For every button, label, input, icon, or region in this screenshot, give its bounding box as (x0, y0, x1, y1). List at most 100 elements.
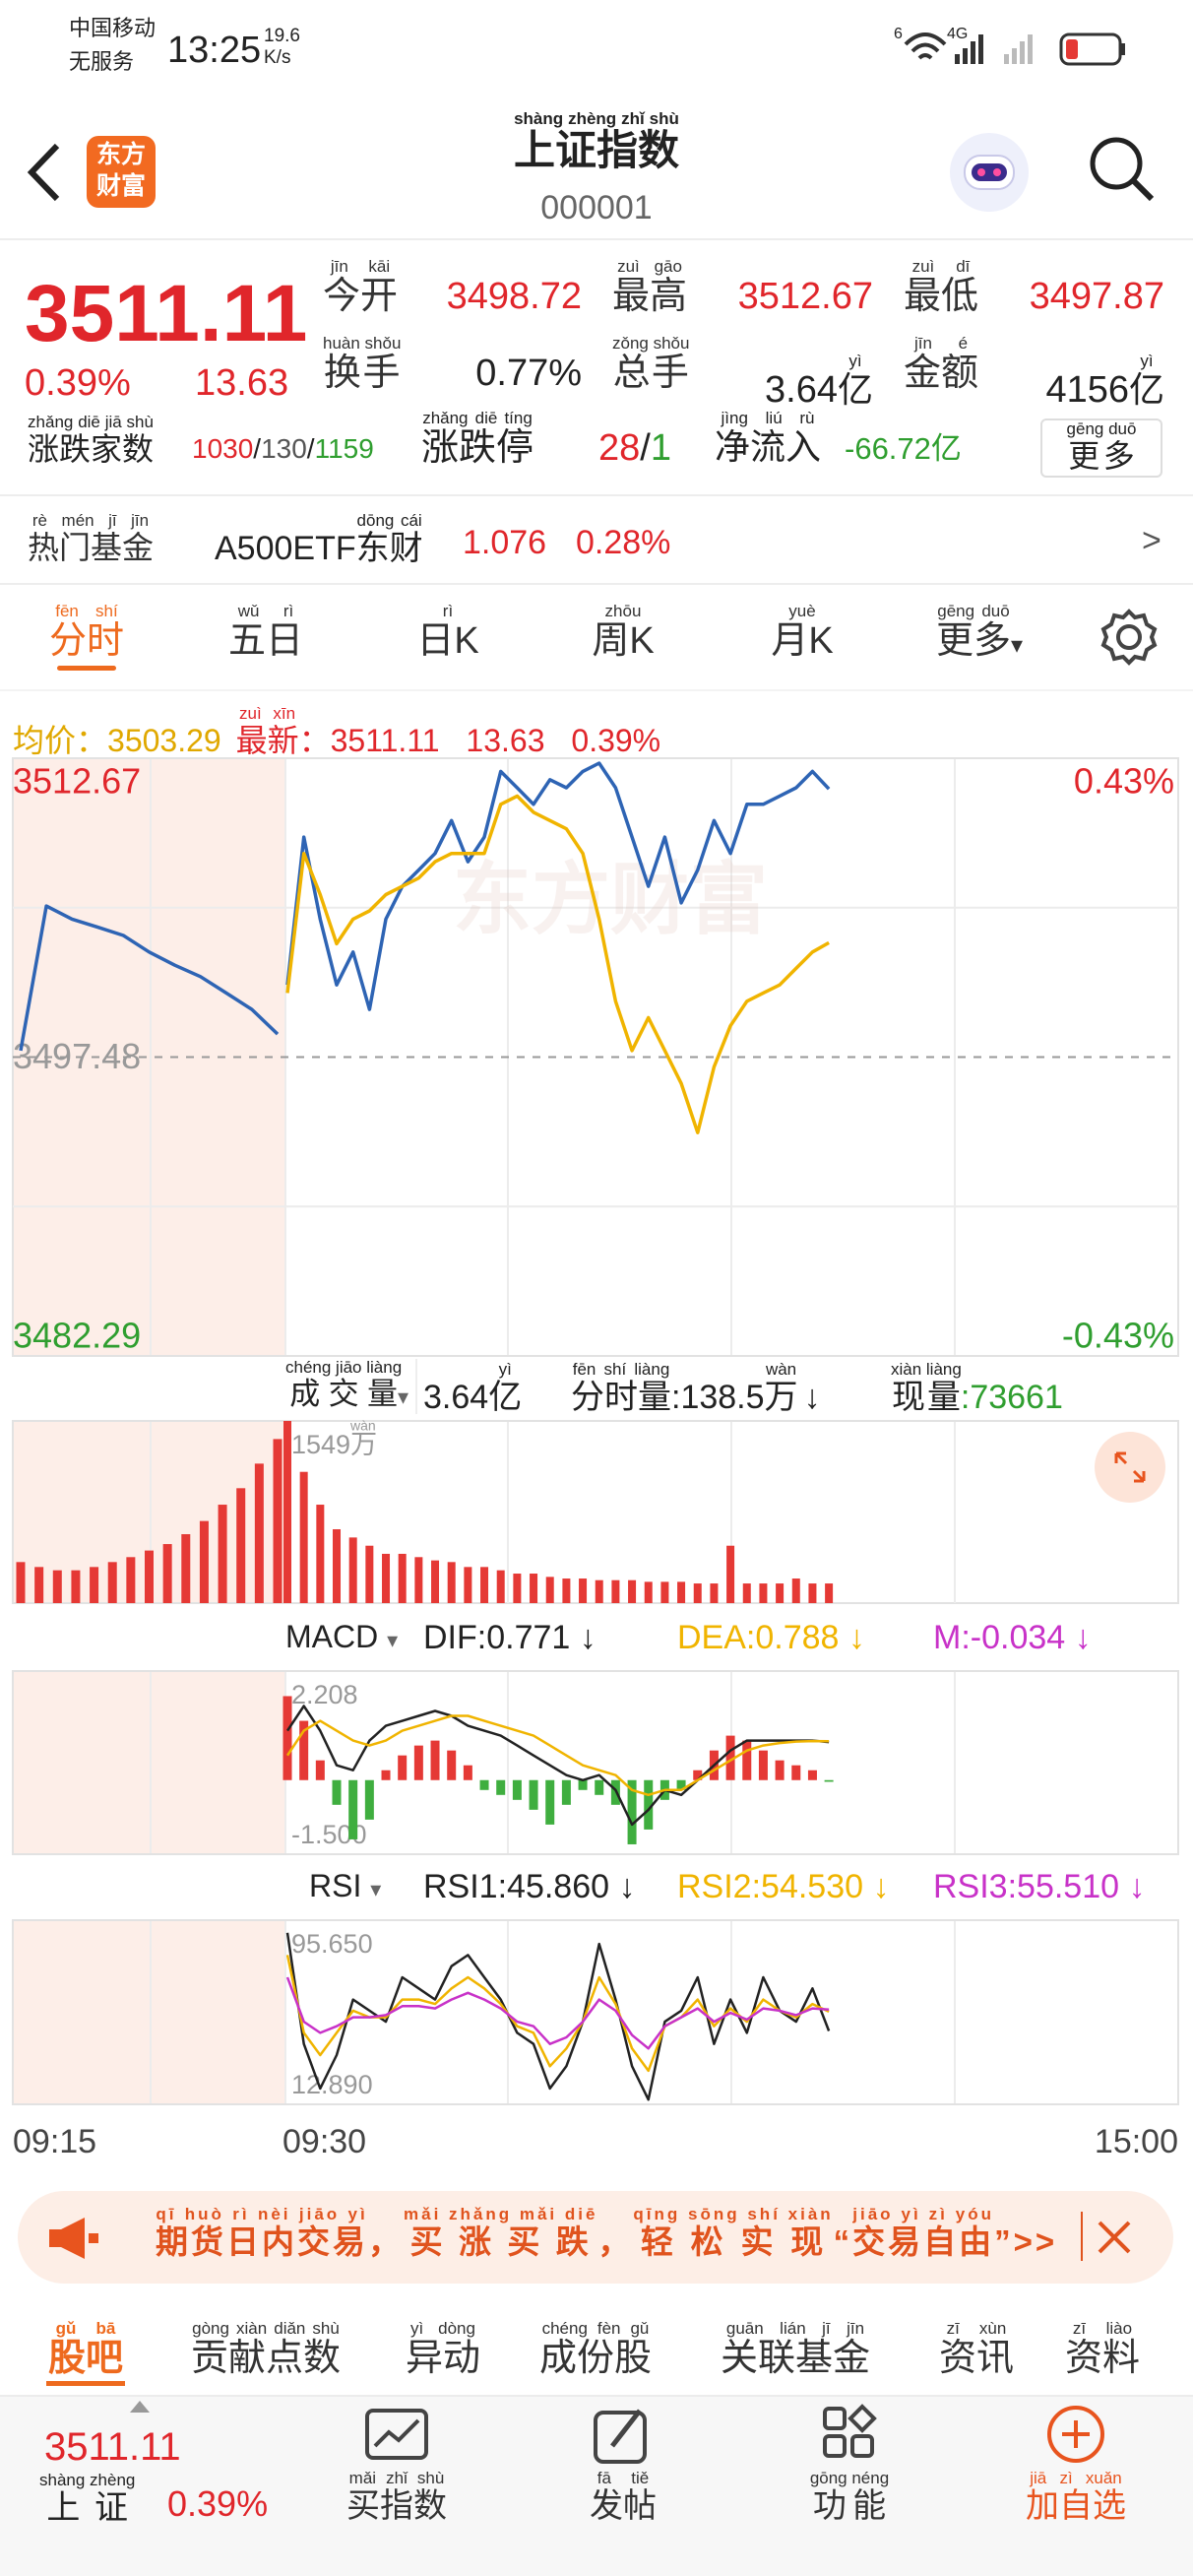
ruby: 东财dōng cái (356, 512, 423, 567)
field-value: 3497.87 (1030, 276, 1164, 319)
pinyin: qī huò rì nèi jiāo yì (156, 2205, 368, 2223)
pinyin: gōng néng (809, 2469, 890, 2487)
action[interactable]: 发帖fā tiě (525, 2470, 722, 2526)
ruby: 资料zī liào (1065, 2320, 1140, 2379)
banner-segment: ” (994, 2223, 1014, 2260)
bar (52, 1570, 62, 1603)
divider (0, 689, 1193, 691)
bottom-tab-underline (46, 2381, 125, 2386)
pinyin: fēn shí (48, 602, 124, 620)
banner-text[interactable]: 期货日内交易qī huò rì nèi jiāo yì，买涨买跌mǎi zhǎn… (156, 2206, 1057, 2261)
y-tick-label: 2.208 (291, 1680, 358, 1709)
macd-selector[interactable]: MACD ▾ (285, 1619, 415, 1655)
bar (562, 1578, 571, 1603)
back-button[interactable] (20, 138, 69, 207)
change: 13.63 (195, 362, 289, 404)
current-volume: 现量xiàn liàng:73661 (891, 1361, 1063, 1417)
bar (529, 1779, 538, 1810)
ruby: 热门基金rè mén jī jīn (28, 512, 154, 565)
base-text: “ (833, 2223, 853, 2260)
pinyin: yì (488, 1360, 523, 1379)
bar (530, 1574, 538, 1603)
bar (496, 1779, 506, 1795)
tab[interactable]: 月Kyuè (714, 603, 891, 664)
bottom-tab[interactable]: 关联基金guān lián jī jīn (687, 2320, 904, 2381)
unit: 亿yì (488, 1361, 522, 1416)
bottom-tab[interactable]: 贡献点数gòng xiàn diǎn shù (157, 2320, 374, 2381)
close-button[interactable] (1095, 2218, 1134, 2257)
tab[interactable]: 分时fēn shí (0, 603, 175, 664)
ruby: 五日wǔ rì (228, 603, 303, 662)
y-tick-label: 3512.67 (13, 761, 141, 802)
bottom-tab[interactable]: 股吧gǔ bā (0, 2320, 194, 2381)
logo[interactable]: 东方 财富 (87, 136, 156, 208)
base-text: 换手 (323, 353, 402, 394)
pinyin: qīng sōng shí xiàn (633, 2205, 834, 2223)
bar (561, 1779, 571, 1805)
y2-tick-label: -0.43% (1062, 1316, 1174, 1356)
bar (791, 1578, 800, 1603)
logo-line: 财富 (95, 172, 146, 200)
action[interactable]: 加自选jiā zì xuǎn (977, 2470, 1174, 2526)
bottom-tab[interactable]: 资讯zī xùn (868, 2320, 1085, 2381)
pinyin: zī liào (1064, 2319, 1140, 2338)
volume-selector[interactable]: 成交量chéng jiāo liàng▾ (285, 1359, 417, 1414)
expand-button[interactable] (1095, 1432, 1165, 1503)
base-text: 上证 (39, 2489, 136, 2527)
bar (742, 1583, 751, 1603)
promo-banner[interactable] (18, 2191, 1173, 2284)
bar (316, 1505, 325, 1603)
flat-count: 130 (261, 433, 307, 464)
bar (348, 1537, 357, 1603)
tab[interactable]: 周Kzhōu (534, 603, 712, 664)
assistant-icon[interactable] (945, 128, 1034, 217)
bottom-tab[interactable]: 异动yì dòng (335, 2320, 551, 2381)
unit: 万wàn (764, 1361, 798, 1416)
pinyin: guān lián jī jīn (720, 2319, 870, 2338)
tab[interactable]: 五日wǔ rì (177, 603, 354, 664)
pinyin: jìng liú rù (715, 409, 822, 427)
ruby: 最高zuì gāo (612, 258, 687, 317)
pinyin: fā tiě (590, 2469, 657, 2487)
value: M:-0.034 (933, 1619, 1066, 1656)
pinyin: gǔ bā (47, 2319, 123, 2338)
bottom-tab[interactable]: 成份股chéng fèn gǔ (487, 2320, 704, 2381)
arrow: ↓ (803, 1379, 821, 1416)
action[interactable]: 买指数mǎi zhǐ shù (298, 2470, 495, 2526)
base-text: 万 (764, 1379, 798, 1416)
more-button[interactable]: 更多gēng duō (1040, 419, 1162, 478)
base-text: 更多 (1066, 438, 1137, 474)
rsi-selector[interactable]: RSI ▾ (285, 1868, 415, 1904)
fund-name[interactable]: A500ETF东财dōng cái (215, 512, 423, 568)
wifi-label: 6 (894, 26, 903, 42)
field-label: 金额jīn é (904, 335, 978, 396)
bar (181, 1534, 191, 1603)
inflow: -66.72亿 (845, 431, 962, 467)
base-text: 成份股 (538, 2338, 652, 2379)
bottom-tab[interactable]: 资料zī liào (994, 2320, 1193, 2381)
ruby: 功能gōng néng (810, 2470, 889, 2525)
bar (273, 1439, 283, 1603)
pinyin: yuè (771, 602, 834, 620)
info-row: 均价：3503.29 最新zuì xīn：3511.11 13.63 0.39% (13, 705, 660, 759)
megaphone-icon (49, 2218, 98, 2259)
value: 3.64 (423, 1379, 489, 1416)
tab[interactable]: 日Krì (359, 603, 536, 664)
pinyin: zǒng shǒu (612, 334, 690, 353)
tab[interactable]: 更多gēng duō▾ (891, 603, 1068, 664)
limit-label: 涨跌停zhǎng diē tíng (421, 410, 534, 471)
fund-arrow[interactable]: > (1142, 522, 1162, 559)
search-button[interactable] (1083, 130, 1162, 209)
base-text: 发帖 (590, 2487, 657, 2525)
base-text: ” (994, 2223, 1014, 2260)
hot-fund-label: 热门基金rè mén jī jīn (28, 512, 154, 566)
minute-volume: 分时量fēn shí liàng:138.5万wàn↓ (571, 1361, 821, 1417)
status-icons (904, 32, 1125, 66)
bar (162, 1544, 172, 1603)
arrow: ↓ (1074, 1619, 1092, 1656)
bar (315, 1760, 325, 1780)
settings-button[interactable] (1098, 606, 1161, 669)
action[interactable]: 功能gōng néng (751, 2470, 948, 2526)
ruby: 今开jīn kāi (323, 258, 398, 317)
